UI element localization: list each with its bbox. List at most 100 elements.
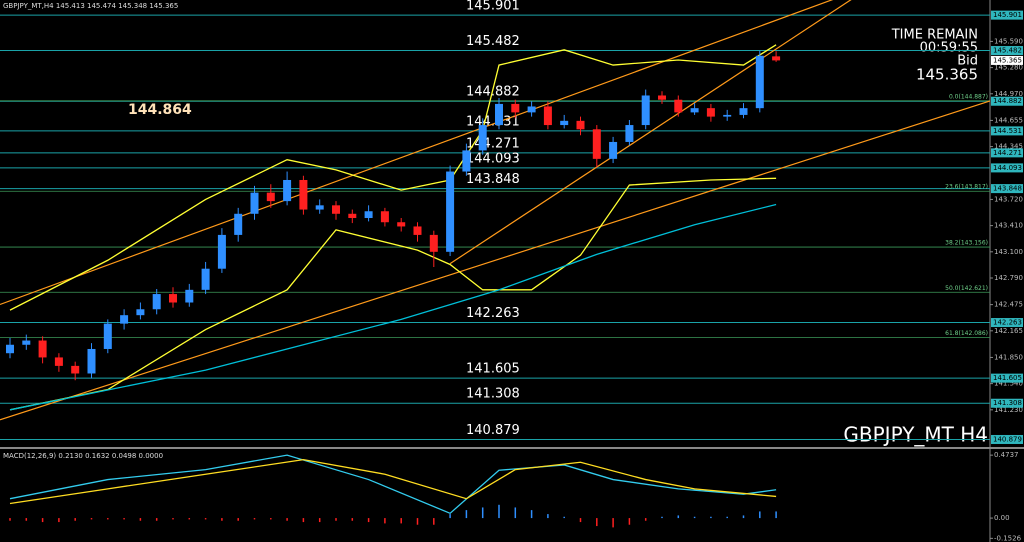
level-tag-label: 144.531: [993, 127, 1022, 135]
macd-bar: [579, 518, 582, 523]
level-tag: [991, 46, 1023, 56]
y-tick-label: 0.4737: [994, 451, 1019, 459]
macd-bar: [286, 518, 288, 521]
level-tag-label: 141.605: [993, 374, 1022, 382]
candle-body: [478, 125, 487, 151]
macd-bar: [302, 518, 305, 523]
macd-bar: [237, 518, 239, 521]
price-label: 144.864: [128, 102, 192, 118]
macd-bar: [742, 515, 745, 519]
level-tag-label: 143.848: [993, 185, 1022, 193]
macd-bar: [74, 518, 76, 521]
macd-bar: [41, 518, 44, 523]
level-tag-label: 140.879: [993, 435, 1022, 443]
macd-bar: [465, 510, 468, 519]
macd-bar: [221, 518, 223, 521]
macd-bar: [172, 518, 174, 520]
level-label: 144.882: [466, 85, 520, 100]
level-label: 140.879: [466, 423, 520, 438]
level-tag-label: 144.882: [993, 97, 1022, 105]
candle-body: [462, 150, 471, 172]
level-label: 142.263: [466, 306, 520, 321]
candle-body: [185, 289, 194, 303]
macd-line: [9, 454, 777, 515]
candle-body: [283, 179, 292, 202]
level-tag: [991, 96, 1023, 106]
macd-bar: [644, 518, 647, 521]
macd-bar: [416, 518, 419, 525]
candle-body: [22, 340, 31, 345]
indicator-line: [9, 177, 777, 411]
macd-bar: [384, 518, 386, 524]
candle-body: [543, 106, 552, 126]
candle-body: [641, 95, 650, 126]
macd-bar: [155, 518, 158, 521]
y-tick-label: 144.655: [994, 116, 1023, 124]
candle-body: [152, 294, 161, 310]
candle-body: [625, 125, 634, 142]
level-tag-label: 141.308: [993, 399, 1022, 407]
candle-body: [413, 226, 422, 235]
level-tag: [991, 373, 1023, 383]
candle-body: [429, 234, 438, 252]
candle-body: [576, 120, 585, 130]
y-tick-label: 0.00: [994, 514, 1010, 522]
candle-body: [169, 294, 177, 303]
timer-label: TIME REMAIN: [891, 28, 978, 43]
level-tag: [991, 318, 1023, 328]
macd-bar: [25, 518, 28, 521]
macd-bar: [726, 516, 728, 519]
candle-body: [609, 141, 618, 159]
trendline: [449, 0, 852, 265]
level-tag: [991, 163, 1023, 173]
y-tick-label: 142.475: [994, 301, 1023, 309]
y-tick-label: 141.540: [994, 380, 1023, 388]
y-tick-label: 144.970: [994, 90, 1023, 98]
macd-bar: [612, 518, 614, 528]
candle-body: [690, 108, 699, 113]
candle-body: [54, 357, 63, 366]
macd-bar: [123, 518, 125, 520]
candle-body: [527, 106, 536, 113]
candle-body: [446, 171, 455, 252]
candle-body: [315, 205, 324, 210]
candle-body: [6, 344, 14, 354]
macd-bar: [335, 518, 337, 521]
macd-bar: [710, 516, 712, 519]
macd-bar: [139, 518, 142, 521]
y-tick-label: -0.1526: [994, 534, 1022, 542]
macd-bar: [449, 514, 451, 519]
candle-body: [658, 95, 666, 100]
bid-value: 145.365: [916, 66, 978, 84]
macd-bar: [253, 518, 256, 520]
level-tag: [991, 148, 1023, 158]
macd-bar: [530, 510, 533, 519]
trendline: [0, 100, 991, 421]
bid-label: Bid: [957, 54, 978, 69]
bid-tag: [991, 55, 1023, 65]
level-tag-label: 144.093: [993, 164, 1022, 172]
candle-body: [739, 108, 748, 115]
macd-bar: [90, 518, 93, 520]
candle-body: [706, 108, 715, 117]
level-label: 141.605: [466, 362, 520, 377]
y-tick-label: 142.165: [994, 327, 1023, 335]
macd-bar: [498, 504, 500, 519]
candle-body: [87, 348, 96, 374]
macd-bar: [58, 518, 60, 523]
macd-bar: [563, 516, 565, 519]
candle-body: [560, 120, 569, 126]
symbol-watermark: GBPJPY_MT H4: [843, 423, 988, 447]
candle-body: [299, 179, 308, 210]
macd-header: MACD(12,26,9) 0.2130 0.1632 0.0498 0.000…: [3, 452, 163, 460]
macd-bar: [693, 516, 696, 519]
candle-body: [397, 222, 406, 227]
candle-body: [723, 114, 732, 117]
level-tag: [991, 10, 1023, 20]
macd-line: [9, 458, 777, 505]
candle-body: [250, 192, 259, 214]
fib-label: 38.2(143.156): [945, 240, 988, 247]
level-label: 141.308: [466, 387, 520, 402]
macd-bar: [759, 511, 761, 519]
candle-body: [495, 103, 503, 126]
